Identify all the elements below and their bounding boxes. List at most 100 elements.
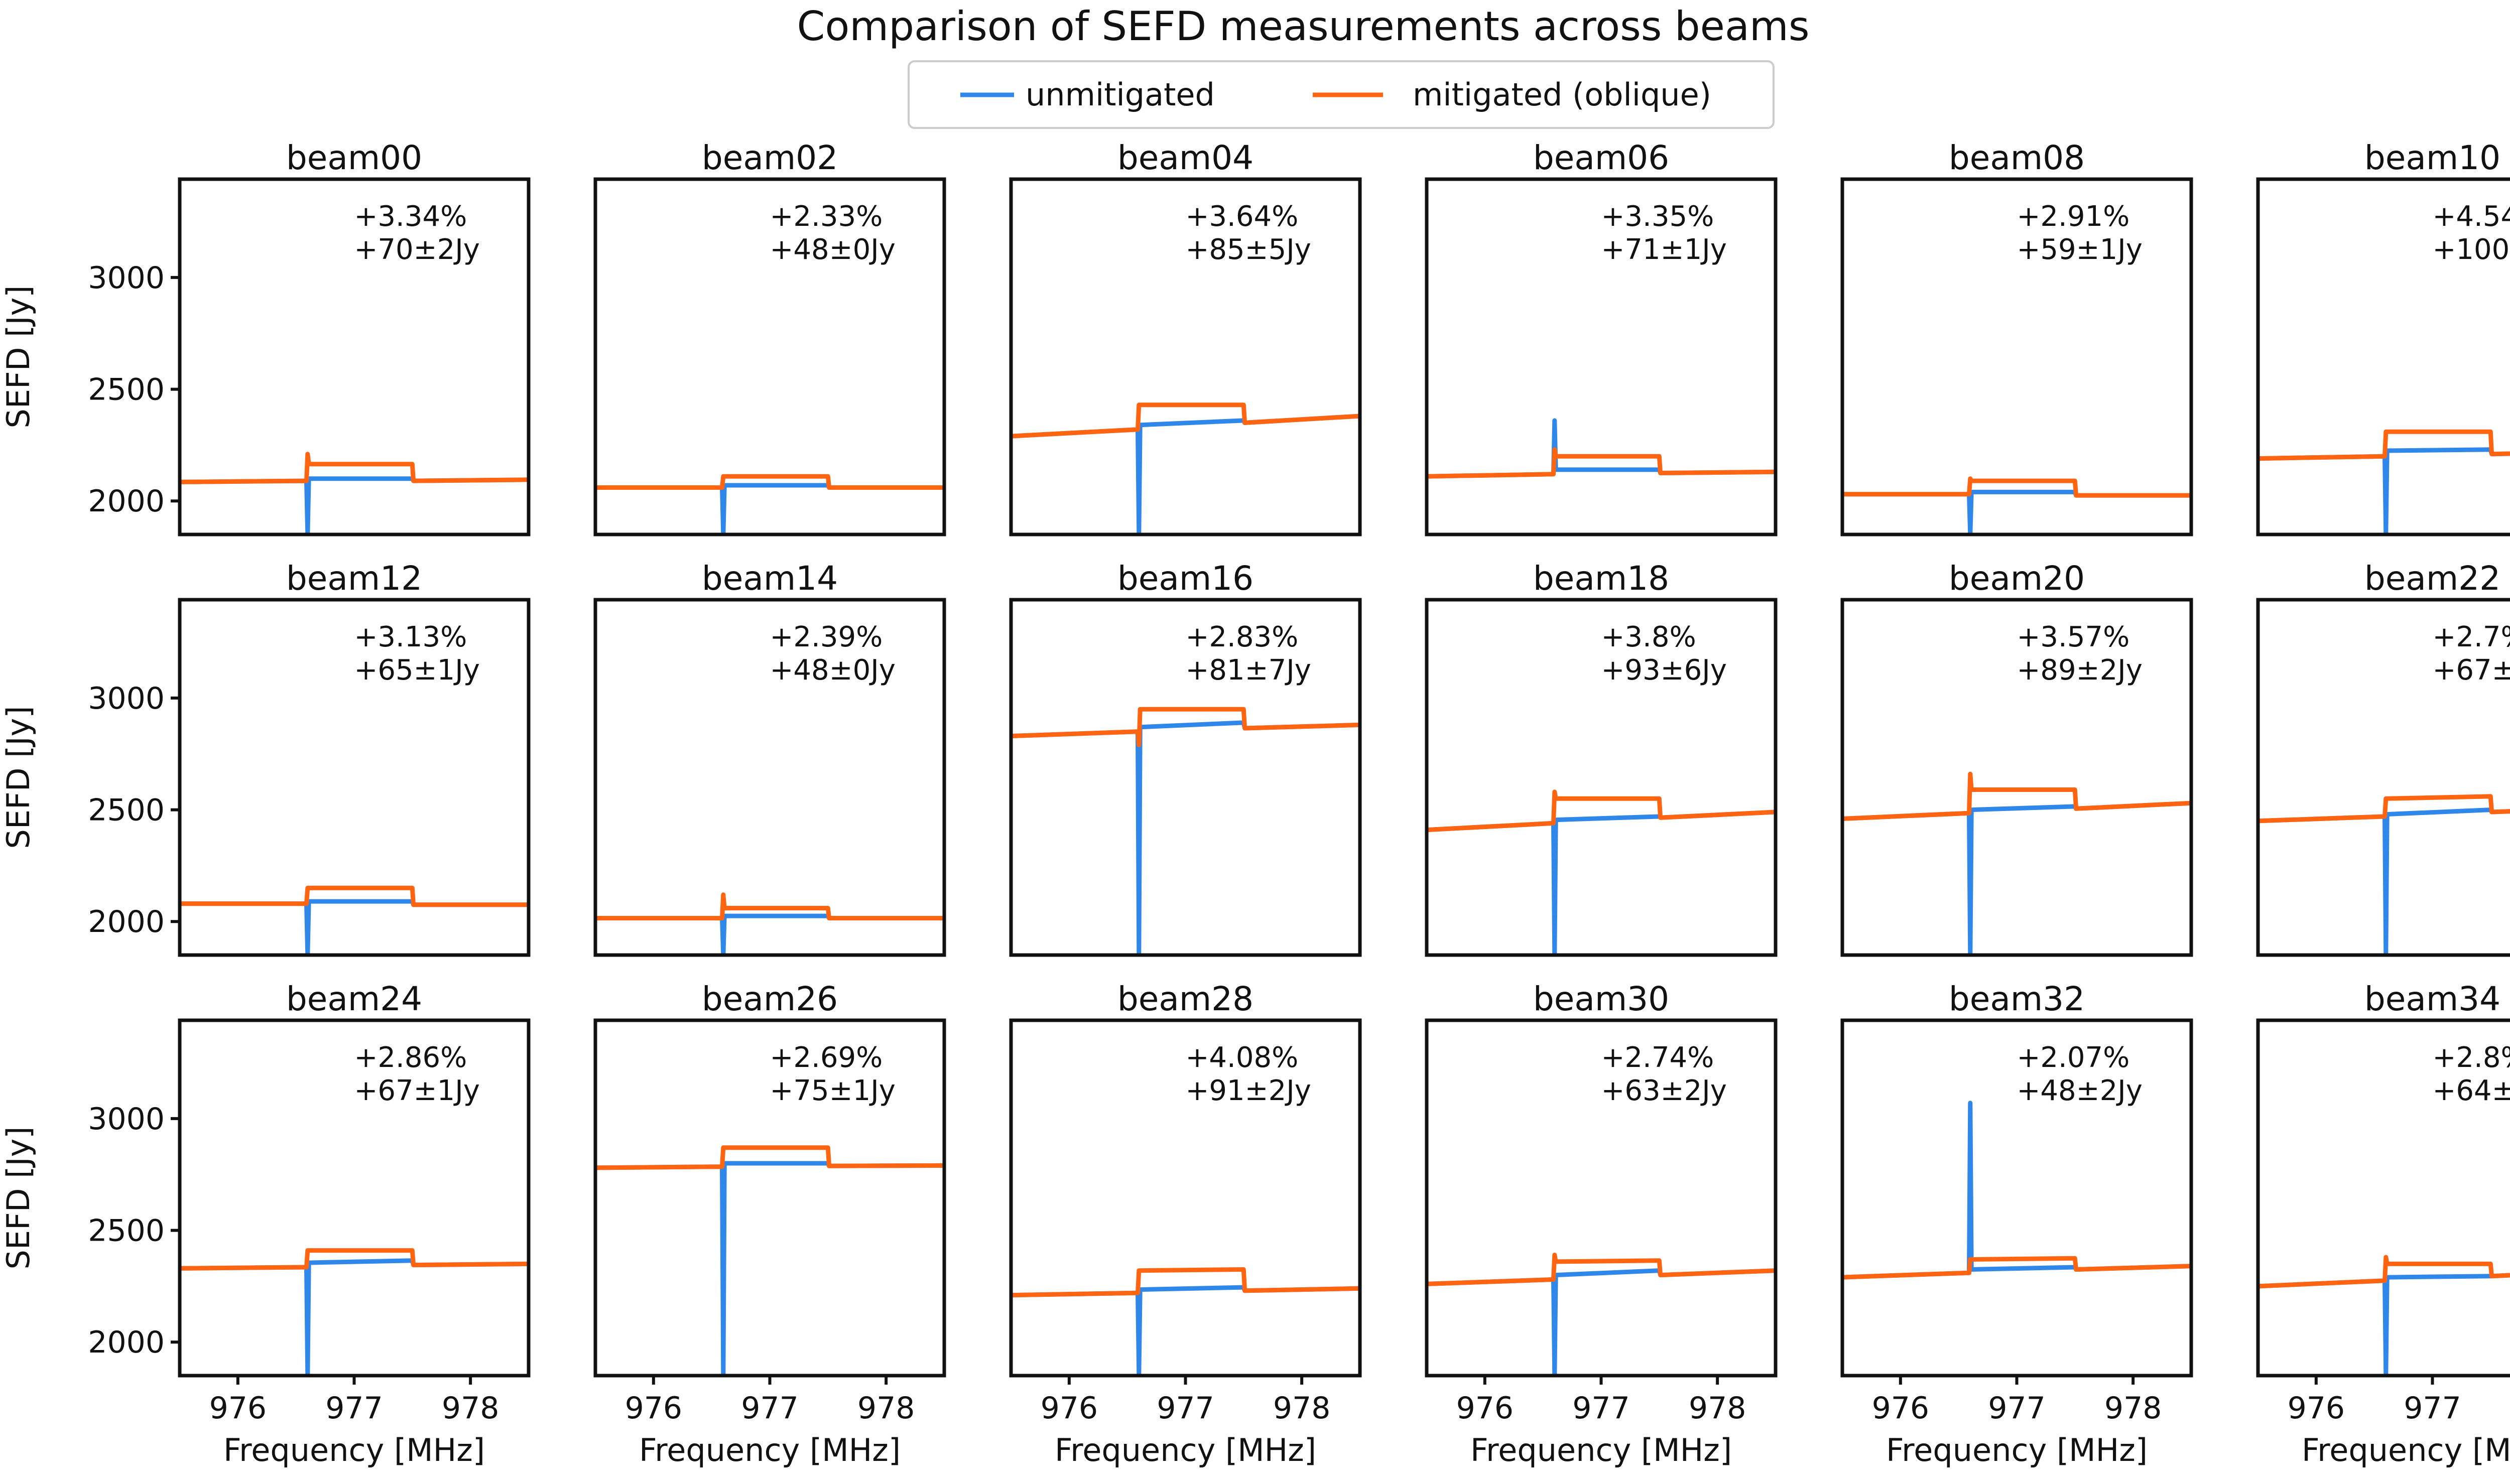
panel-beam24: beam24 +2.86%+67±1Jy 2000 2500 3000 SEFD [Jy]… xyxy=(0,980,531,1468)
x-axis-label: Frequency [MHz] xyxy=(1055,1432,1316,1468)
panel-title: beam20 xyxy=(1949,559,2085,598)
offset-annotation: +63±2Jy xyxy=(1601,1074,1727,1107)
y-tick-label: 2000 xyxy=(88,1325,165,1360)
percent-annotation: +3.64% xyxy=(1186,200,1299,233)
percent-annotation: +2.39% xyxy=(770,621,883,653)
x-axis-label: Frequency [MHz] xyxy=(2302,1432,2510,1468)
y-tick-label: 2500 xyxy=(88,1213,165,1249)
legend: unmitigated mitigated (oblique) xyxy=(908,60,1775,129)
series-unmitigated-line xyxy=(1842,1101,2191,1280)
series-mitigated-line xyxy=(595,474,944,490)
series-mitigated-line xyxy=(1842,476,2191,498)
percent-annotation: +3.13% xyxy=(354,621,467,653)
x-tick-label: 977 xyxy=(1572,1391,1630,1426)
percent-annotation: +2.91% xyxy=(2017,200,2130,233)
percent-annotation: +2.8% xyxy=(2433,1041,2510,1074)
panel-beam16: beam16 +2.83%+81±7Jy xyxy=(1009,559,1362,957)
panel-title: beam32 xyxy=(1949,980,2085,1018)
percent-annotation: +2.83% xyxy=(1186,621,1299,653)
panel-beam34: beam34+2.8%+64±4Jy976977978Frequency [MH… xyxy=(2256,980,2510,1468)
panel-beam02: beam02 +2.33%+48±0Jy xyxy=(593,139,946,536)
series-mitigated-line xyxy=(1011,707,1360,747)
series-unmitigated-line xyxy=(595,913,944,955)
panel-beam06: beam06 +3.35%+71±1Jy xyxy=(1425,139,1778,536)
y-axis-label: SEFD [Jy] xyxy=(0,286,37,429)
panel-title: beam24 xyxy=(286,980,422,1018)
percent-annotation: +3.8% xyxy=(1601,621,1696,653)
series-mitigated-line xyxy=(1427,447,1776,479)
percent-annotation: +2.07% xyxy=(2017,1041,2130,1074)
series-unmitigated-line xyxy=(1427,1268,1776,1376)
series-unmitigated-line xyxy=(595,483,944,534)
series-unmitigated-line xyxy=(1011,1285,1360,1376)
offset-annotation: +59±1Jy xyxy=(2017,233,2143,266)
panel-title: beam16 xyxy=(1117,559,1253,598)
panel-beam30: beam30 +2.74%+63±2Jy 976 977 978 Frequency [M… xyxy=(1425,980,1778,1468)
y-tick-label: 2500 xyxy=(88,372,165,408)
percent-annotation: +2.7% xyxy=(2433,621,2510,653)
x-tick-label: 977 xyxy=(1988,1391,2046,1426)
offset-annotation: +100±3Jy xyxy=(2433,233,2510,266)
panel-frame xyxy=(593,177,946,536)
offset-annotation: +70±2Jy xyxy=(354,233,480,266)
x-tick-label: 976 xyxy=(2288,1391,2345,1426)
panel-title: beam22 xyxy=(2364,559,2500,598)
panels: beam00 +3.34%+70±2Jy 2000 2500 3000 SEFD [Jy]… xyxy=(0,139,2510,1468)
series-mitigated-line xyxy=(1011,402,1360,439)
panel-frame xyxy=(178,177,531,536)
x-tick-label: 976 xyxy=(1041,1391,1098,1426)
panel-beam20: beam20 +3.57%+89±2Jy xyxy=(1840,559,2193,957)
offset-annotation: +65±1Jy xyxy=(354,654,480,687)
y-tick-label: 3000 xyxy=(88,260,165,296)
percent-annotation: +4.54% xyxy=(2433,200,2510,233)
series-unmitigated-line xyxy=(595,1161,944,1376)
y-tick-label: 3000 xyxy=(88,1102,165,1137)
x-tick-label: 976 xyxy=(1456,1391,1514,1426)
panel-frame xyxy=(1840,598,2193,957)
series-mitigated-line xyxy=(2258,429,2510,461)
percent-annotation: +3.35% xyxy=(1601,200,1714,233)
series-mitigated-line xyxy=(1842,1256,2191,1280)
panel-title: beam14 xyxy=(702,559,838,598)
x-tick-label: 977 xyxy=(2404,1391,2461,1426)
panel-beam14: beam14 +2.39%+48±0Jy xyxy=(593,559,946,957)
y-axis-label: SEFD [Jy] xyxy=(0,1127,37,1270)
chart-title: Comparison of SEFD measurements across b… xyxy=(797,3,1809,50)
x-axis-label: Frequency [MHz] xyxy=(639,1432,901,1468)
x-tick-label: 976 xyxy=(209,1391,267,1426)
x-tick-label: 978 xyxy=(1689,1391,1746,1426)
panel-beam28: beam28 +4.08%+91±2Jy 976 977 978 Frequency [M… xyxy=(1009,980,1362,1468)
percent-annotation: +2.74% xyxy=(1601,1041,1714,1074)
panel-beam00: beam00 +3.34%+70±2Jy 2000 2500 3000 SEFD [Jy] xyxy=(0,139,531,536)
series-mitigated-line xyxy=(2258,794,2510,824)
offset-annotation: +48±0Jy xyxy=(770,233,896,266)
series-unmitigated-line xyxy=(180,476,529,534)
series-unmitigated-line xyxy=(2258,807,2510,955)
offset-annotation: +67±1Jy xyxy=(2433,654,2510,687)
x-axis-label: Frequency [MHz] xyxy=(223,1432,485,1468)
series-mitigated-line xyxy=(180,885,529,907)
offset-annotation: +67±1Jy xyxy=(354,1074,480,1107)
panel-frame xyxy=(178,598,531,957)
panel-frame xyxy=(1009,598,1362,957)
y-tick-label: 2000 xyxy=(88,904,165,939)
series-unmitigated-line xyxy=(1011,720,1360,955)
percent-annotation: +3.57% xyxy=(2017,621,2130,653)
offset-annotation: +81±7Jy xyxy=(1186,654,1311,687)
panel-frame xyxy=(593,598,946,957)
legend-label-unmitigated: unmitigated xyxy=(1026,76,1215,113)
panel-title: beam02 xyxy=(702,139,838,177)
offset-annotation: +89±2Jy xyxy=(2017,654,2143,687)
offset-annotation: +93±6Jy xyxy=(1601,654,1727,687)
offset-annotation: +75±1Jy xyxy=(770,1074,896,1107)
x-tick-label: 977 xyxy=(1157,1391,1214,1426)
x-tick-label: 978 xyxy=(2104,1391,2162,1426)
series-unmitigated-line xyxy=(1842,800,2191,955)
panel-title: beam00 xyxy=(286,139,422,177)
panel-title: beam30 xyxy=(1533,980,1669,1018)
panel-beam18: beam18 +3.8%+93±6Jy xyxy=(1425,559,1778,957)
panel-title: beam34 xyxy=(2364,980,2500,1018)
x-tick-label: 978 xyxy=(857,1391,915,1426)
panel-title: beam08 xyxy=(1949,139,2085,177)
